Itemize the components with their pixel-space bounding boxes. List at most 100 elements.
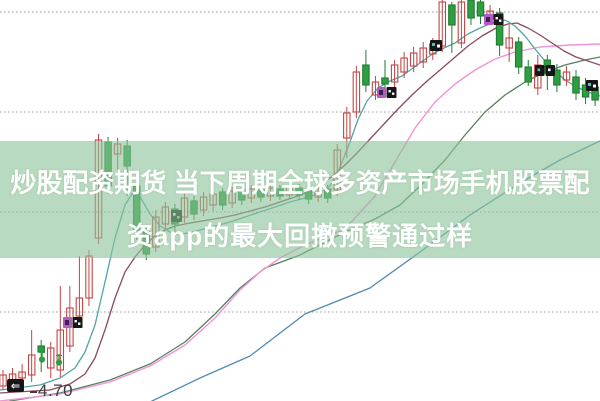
price-label: 4.70 [30,381,73,401]
candle-down [37,340,45,372]
candle-up [409,47,418,72]
left-arrow-icon: ⇐ [11,381,20,393]
white-dot [388,90,391,93]
candle-up [46,342,55,378]
black-box [72,317,83,328]
candle-up [266,184,275,201]
purple-glyph [379,90,383,95]
candle-body [343,112,351,139]
teal-dot [588,83,591,86]
candle-body [381,77,389,85]
candle-up [285,183,294,199]
candle-down [476,0,485,24]
candles [0,0,599,390]
candle-up [562,66,571,86]
candle-down [295,184,303,200]
marker-purple-pair [377,87,397,98]
green-dot [177,216,180,219]
white-dot [437,44,440,48]
candle-body [409,52,418,67]
marker-teal-box [586,80,598,91]
candle-up [27,330,36,382]
candle-down [448,2,456,53]
candle-body [56,329,65,371]
candle-body [457,1,466,44]
candle-body [390,64,399,83]
marker-sprout [38,351,46,363]
candle-up [400,52,408,78]
marker-teal-box [430,40,442,51]
candle-up [457,0,466,48]
candle-body [467,0,475,19]
marker-arrow-box: ⇐ [7,379,24,393]
arrow-box-bg [7,379,24,392]
candle-body [27,354,36,376]
candle-body [572,76,580,94]
candle-down [553,64,561,92]
purple-glyph [65,320,69,325]
candle-body [132,185,141,231]
teal-box-bg [586,80,598,91]
white-dot [495,17,498,20]
candle-body [448,4,456,26]
candle-up [352,66,361,118]
candle-body [104,141,112,187]
black-box [493,14,504,25]
candle-body [524,66,532,83]
teal-dot [432,43,435,46]
candle-up [247,185,256,203]
white-dot [499,19,502,22]
candle-body [46,347,55,369]
marker-purple-pair [63,317,83,328]
sprout-dot [38,356,46,363]
white-dot [548,68,551,72]
candle-body [142,231,151,255]
white-dot [392,92,395,95]
candle-down [190,196,198,220]
candle-down [362,50,370,92]
candle-up [390,60,399,88]
candle-down [524,60,532,86]
candle-body [362,64,370,86]
candle-up [75,256,84,320]
candle-down [257,186,265,202]
candle-down [323,185,332,203]
candle-body [276,188,284,197]
candle-body [37,345,45,353]
candle-down [123,140,131,196]
ma-lines [0,19,600,401]
candle-body [562,71,571,81]
candle-up [505,25,513,62]
candle-down [276,185,284,200]
marker-purple-pair [484,14,504,25]
candle-body [438,1,447,47]
candle-up [152,210,160,252]
candle-down [238,186,246,205]
candle-down [104,137,112,194]
candle-body [352,71,361,113]
candle-up [419,42,427,68]
candle-body [238,189,246,201]
ma-slow-pink [0,43,600,401]
candle-up [343,107,351,158]
candle-up [180,193,189,223]
white-dot [78,322,81,325]
marker-black-box [171,210,182,222]
sprout-dot [55,359,63,366]
candle-body [505,37,513,49]
ma-fast-teal [0,19,600,391]
candle-body [514,41,523,68]
candle-body [476,1,485,17]
candle-body [75,297,84,317]
candle-body [553,69,561,86]
candle-body [495,12,504,46]
candle-down [514,37,523,74]
candle-up [438,0,447,52]
candle-up [161,202,170,230]
candle-body [323,188,332,199]
teal-box-bg [430,40,442,51]
candle-body [0,374,7,387]
candle-down [467,0,475,25]
candle-body [123,145,131,167]
